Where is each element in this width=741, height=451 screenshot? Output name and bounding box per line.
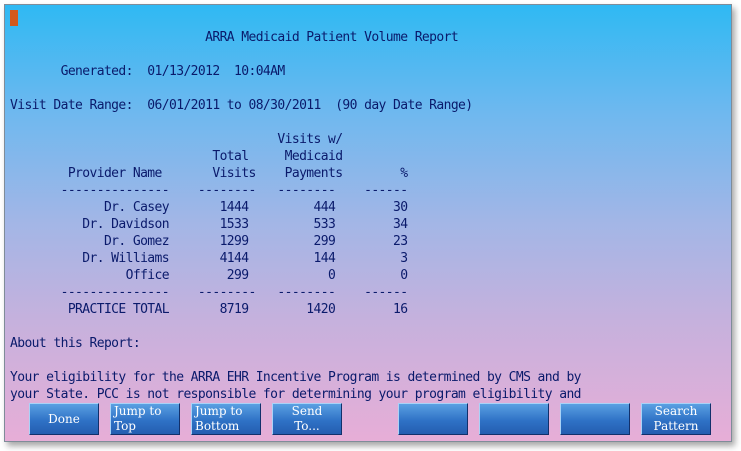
table-row: Dr. Gomez 1299 299 23: [10, 234, 408, 249]
report-line: [10, 318, 581, 335]
report-line: [10, 352, 581, 369]
report-line: [10, 80, 581, 97]
terminal-window: ARRA Medicaid Patient Volume Report Gene…: [4, 4, 732, 442]
generated-line: Generated: 01/13/2012 10:04AM: [10, 64, 286, 79]
jump-to-top-button[interactable]: Jump to Top: [110, 403, 180, 435]
report-line: [10, 46, 581, 63]
report-line: [10, 114, 581, 131]
table-header: Visits w/: [10, 132, 343, 147]
search-pattern-button[interactable]: Search Pattern: [641, 403, 711, 435]
table-divider: --------------- -------- -------- ------: [10, 285, 408, 300]
function-key-7-button[interactable]: [560, 403, 630, 435]
table-row: Dr. Casey 1444 444 30: [10, 200, 408, 215]
report-text-area: ARRA Medicaid Patient Volume Report Gene…: [10, 29, 582, 403]
text-cursor: [10, 10, 18, 26]
function-key-5-button[interactable]: [398, 403, 468, 435]
about-heading: About this Report:: [10, 336, 141, 351]
send-to-button[interactable]: Send To...: [272, 403, 342, 435]
function-key-bar: Done Jump to Top Jump to Bottom Send To.…: [29, 403, 729, 437]
about-text: Your eligibility for the ARRA EHR Incent…: [10, 370, 582, 385]
table-divider: --------------- -------- -------- ------: [10, 183, 408, 198]
table-row: Office 299 0 0: [10, 268, 408, 283]
table-header: Provider Name Visits Payments %: [10, 166, 408, 181]
table-row: Dr. Davidson 1533 533 34: [10, 217, 408, 232]
function-key-6-button[interactable]: [479, 403, 549, 435]
about-text: your State. PCC is not responsible for d…: [10, 387, 582, 402]
jump-to-bottom-button[interactable]: Jump to Bottom: [191, 403, 261, 435]
report-title: ARRA Medicaid Patient Volume Report: [10, 30, 459, 45]
table-total-row: PRACTICE TOTAL 8719 1420 16: [10, 302, 408, 317]
table-header: Total Medicaid: [10, 149, 343, 164]
date-range-line: Visit Date Range: 06/01/2011 to 08/30/20…: [10, 98, 473, 113]
table-row: Dr. Williams 4144 144 3: [10, 251, 408, 266]
done-button[interactable]: Done: [29, 403, 99, 435]
